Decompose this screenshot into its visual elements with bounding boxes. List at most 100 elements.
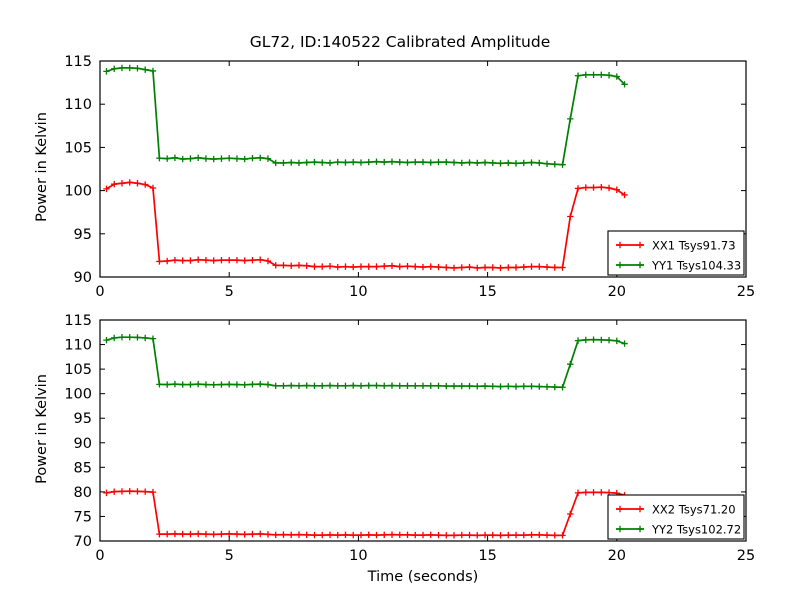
data-point-marker <box>171 530 179 538</box>
data-point-marker <box>466 263 473 271</box>
data-point-marker <box>126 64 133 72</box>
data-point-marker <box>543 531 551 539</box>
data-point-marker <box>118 64 126 72</box>
data-point-marker <box>559 161 566 168</box>
data-point-marker <box>559 532 566 539</box>
data-point-marker <box>280 382 287 390</box>
y-tick-label: 115 <box>64 54 92 70</box>
data-point-marker <box>350 531 357 539</box>
top-panel-legend[interactable]: XX1 Tsys91.73 YY1 Tsys104.33 <box>607 230 745 276</box>
data-point-marker <box>257 530 264 538</box>
data-point-marker <box>126 179 133 186</box>
data-point-marker <box>419 263 427 271</box>
data-point-marker <box>118 333 126 341</box>
data-point-marker <box>149 488 157 496</box>
data-point-marker <box>520 383 527 390</box>
legend-swatch-marker <box>636 241 644 249</box>
data-point-marker <box>218 381 225 388</box>
data-point-marker <box>334 263 341 271</box>
data-point-marker <box>582 71 589 79</box>
data-point-marker <box>202 155 210 162</box>
data-point-marker <box>543 383 551 390</box>
data-point-marker <box>489 264 496 271</box>
data-point-marker <box>357 263 365 270</box>
data-point-marker <box>326 382 334 389</box>
data-point-marker <box>450 159 458 166</box>
data-point-marker <box>458 382 465 390</box>
y-tick-label: 105 <box>64 362 92 378</box>
data-point-marker <box>598 183 605 191</box>
page-title: GL72, ID:140522 Calibrated Amplitude <box>249 33 551 51</box>
data-point-marker <box>142 66 149 73</box>
data-point-marker <box>319 159 326 166</box>
y-tick-label: 105 <box>64 140 92 156</box>
data-point-marker <box>605 184 613 192</box>
data-point-marker <box>319 263 326 270</box>
data-point-marker <box>551 532 558 539</box>
data-point-marker <box>179 155 186 163</box>
data-point-marker <box>412 158 419 166</box>
data-point-marker <box>567 361 574 368</box>
data-point-marker <box>582 489 589 496</box>
data-point-marker <box>295 262 303 269</box>
data-point-marker <box>118 180 126 187</box>
data-point-marker <box>528 159 535 166</box>
data-point-marker <box>342 531 349 539</box>
legend-entry-label: YY1 Tsys104.33 <box>651 259 741 273</box>
data-point-marker <box>126 333 133 341</box>
data-point-marker <box>404 263 411 270</box>
data-point-marker <box>419 382 427 390</box>
top-panel-y-axis-label: Power in Kelvin <box>34 112 50 222</box>
data-point-marker <box>350 263 357 271</box>
data-point-marker <box>613 186 620 193</box>
data-point-marker <box>427 531 434 539</box>
data-point-marker <box>202 530 210 538</box>
data-point-marker <box>202 256 210 264</box>
data-point-marker <box>419 531 427 539</box>
data-point-marker <box>233 155 241 162</box>
data-point-marker <box>474 532 481 539</box>
data-point-marker <box>536 263 543 270</box>
data-point-marker <box>357 531 365 539</box>
data-point-marker <box>249 155 256 162</box>
data-point-marker <box>466 159 473 166</box>
legend-box <box>607 230 745 276</box>
data-point-marker <box>443 158 450 166</box>
data-point-marker <box>303 382 310 389</box>
data-point-marker <box>427 382 434 390</box>
data-point-marker <box>187 381 194 388</box>
data-point-marker <box>388 158 396 165</box>
data-point-marker <box>528 383 535 390</box>
data-point-marker <box>497 383 504 390</box>
top-panel-series-yy <box>103 64 628 168</box>
data-point-marker <box>466 382 473 390</box>
data-point-marker <box>295 531 303 538</box>
data-point-marker <box>613 73 620 80</box>
data-point-marker <box>142 488 149 495</box>
data-point-marker <box>111 488 118 495</box>
x-tick-label: 20 <box>608 548 626 564</box>
legend-box <box>607 494 745 540</box>
data-point-marker <box>194 154 202 161</box>
data-point-marker <box>567 510 574 518</box>
data-point-marker <box>396 158 403 166</box>
data-point-marker <box>163 155 171 162</box>
data-point-marker <box>443 382 450 390</box>
data-point-marker <box>489 383 496 390</box>
data-point-marker <box>520 159 527 167</box>
data-point-marker <box>567 213 574 220</box>
data-point-marker <box>149 335 157 342</box>
bottom-panel-legend[interactable]: XX2 Tsys71.20 YY2 Tsys102.72 <box>607 494 745 540</box>
data-point-marker <box>520 263 527 271</box>
data-point-marker <box>574 337 582 344</box>
legend-entry-label: XX1 Tsys91.73 <box>652 239 736 253</box>
data-point-marker <box>466 531 473 539</box>
data-point-marker <box>419 158 427 166</box>
data-point-marker <box>474 383 481 390</box>
data-point-marker <box>179 257 186 264</box>
data-point-marker <box>435 531 442 539</box>
legend-swatch-marker <box>636 525 644 533</box>
y-tick-label: 115 <box>64 313 92 329</box>
